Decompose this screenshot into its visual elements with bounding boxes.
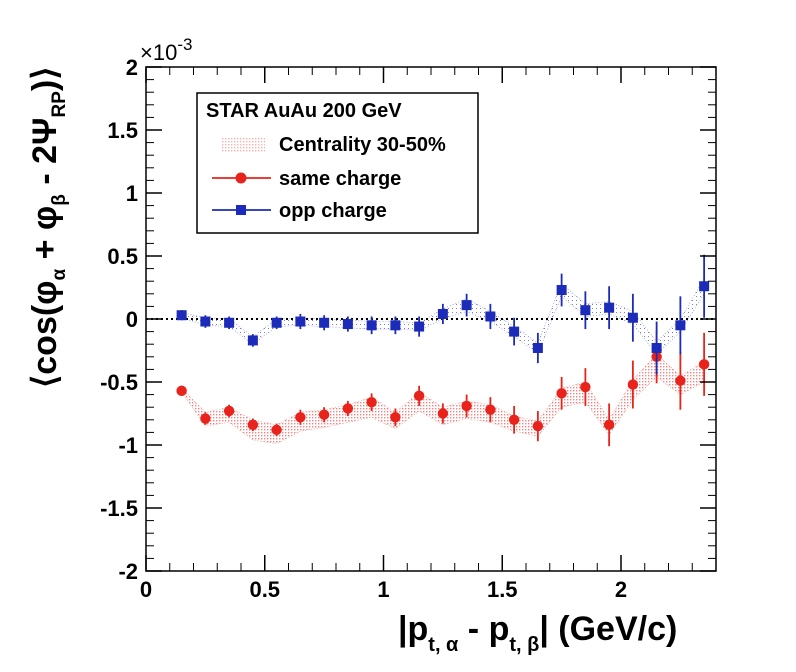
opp-charge-point — [271, 317, 282, 328]
same-charge-point — [390, 412, 401, 423]
same-charge-point — [603, 419, 615, 431]
legend: STAR AuAu 200 GeV Centrality 30-50% same… — [196, 92, 479, 234]
y-tick-label: -1.5 — [100, 496, 138, 521]
opp-charge-point — [485, 311, 496, 322]
y-tick-label: 0 — [126, 307, 138, 332]
same-charge-point — [342, 403, 354, 414]
y-tick-label: 1.5 — [107, 118, 138, 143]
opp-charge-point — [366, 320, 377, 331]
x-tick-label: 1.5 — [487, 577, 518, 602]
y-tick-label: -1 — [118, 433, 138, 458]
y-exponent-label: ×10-3 — [140, 35, 192, 65]
opp-charge-point — [651, 342, 662, 353]
opp-charge-point — [532, 342, 543, 353]
opp-charge-point — [295, 316, 306, 327]
opp-charge-point — [319, 317, 330, 328]
opp-charge-point — [675, 320, 686, 331]
y-tick-label: -2 — [118, 559, 138, 584]
opp-charge-point — [390, 320, 401, 331]
x-tick-label: 0 — [140, 577, 152, 602]
opp-charge-point — [604, 302, 615, 313]
opp-charge-point — [414, 321, 425, 332]
same-charge-point — [247, 419, 259, 431]
opp-charge-point — [580, 305, 591, 316]
same-charge-point — [580, 381, 591, 393]
same-charge-point — [508, 414, 520, 425]
opp-charge-point — [627, 312, 638, 323]
y-tick-label: 2 — [126, 55, 138, 80]
opp-charge-point — [176, 310, 187, 321]
legend-same-charge-marker — [235, 172, 247, 184]
opp-charge-point — [556, 285, 567, 296]
same-charge-point — [627, 379, 639, 390]
legend-title: STAR AuAu 200 GeV — [206, 100, 402, 122]
same-charge-point — [318, 409, 330, 420]
same-charge-point — [366, 396, 377, 408]
same-charge-point — [675, 375, 686, 386]
opp-charge-point — [224, 317, 235, 328]
opp-charge-point — [509, 326, 520, 337]
same-charge-point — [485, 404, 496, 415]
opp-charge-point — [699, 281, 710, 292]
same-charge-point — [556, 388, 567, 399]
same-charge-point — [295, 412, 306, 423]
x-tick-label: 0.5 — [249, 577, 280, 602]
y-tick-label: -0.5 — [100, 370, 138, 395]
x-axis-title: |pt, α - pt, β| (GeV/c) — [398, 610, 677, 656]
legend-opp-charge-label: opp charge — [279, 200, 387, 222]
legend-opp-charge-marker — [236, 205, 246, 215]
y-tick-label: 1 — [126, 181, 138, 206]
same-charge-point — [413, 390, 425, 402]
opp-charge-point — [461, 300, 472, 311]
same-charge-point — [461, 400, 472, 412]
y-tick-label: 0.5 — [107, 244, 138, 269]
same-charge-point — [223, 405, 235, 417]
same-charge-point — [437, 408, 449, 419]
x-tick-label: 2 — [615, 577, 627, 602]
legend-same-charge-label: same charge — [279, 168, 401, 190]
same-charge-point — [698, 359, 710, 370]
legend-band-swatch — [221, 138, 265, 152]
opp-charge-point — [200, 316, 211, 327]
same-charge-point — [176, 385, 187, 397]
opp-charge-point — [342, 319, 353, 330]
same-charge-point — [271, 424, 282, 436]
same-charge-point — [532, 420, 544, 432]
x-tick-label: 1 — [377, 577, 389, 602]
y-axis-title: ⟨cos(φα + φβ - 2ΨRP)⟩ — [26, 66, 70, 388]
same-charge-point — [200, 413, 211, 424]
opp-charge-point — [247, 335, 258, 346]
legend-subtitle: Centrality 30-50% — [279, 134, 446, 156]
systematic-band-same-charge — [181, 353, 705, 445]
opp-charge-point — [437, 308, 448, 319]
